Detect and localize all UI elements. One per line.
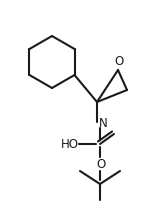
Text: HO: HO <box>61 138 79 150</box>
Text: O: O <box>96 158 106 170</box>
Text: N: N <box>99 117 107 130</box>
Text: O: O <box>114 55 124 68</box>
